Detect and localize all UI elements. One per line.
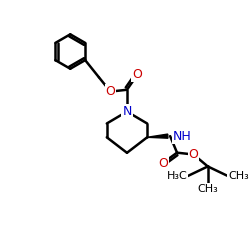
Text: N: N xyxy=(122,105,132,118)
Text: O: O xyxy=(132,68,142,81)
Text: CH₃: CH₃ xyxy=(228,171,249,181)
Text: O: O xyxy=(158,156,168,170)
Text: NH: NH xyxy=(173,130,192,143)
Text: CH₃: CH₃ xyxy=(198,184,218,194)
Text: H₃C: H₃C xyxy=(167,171,188,181)
Text: O: O xyxy=(106,85,116,98)
Text: O: O xyxy=(188,148,198,161)
Polygon shape xyxy=(147,134,168,138)
